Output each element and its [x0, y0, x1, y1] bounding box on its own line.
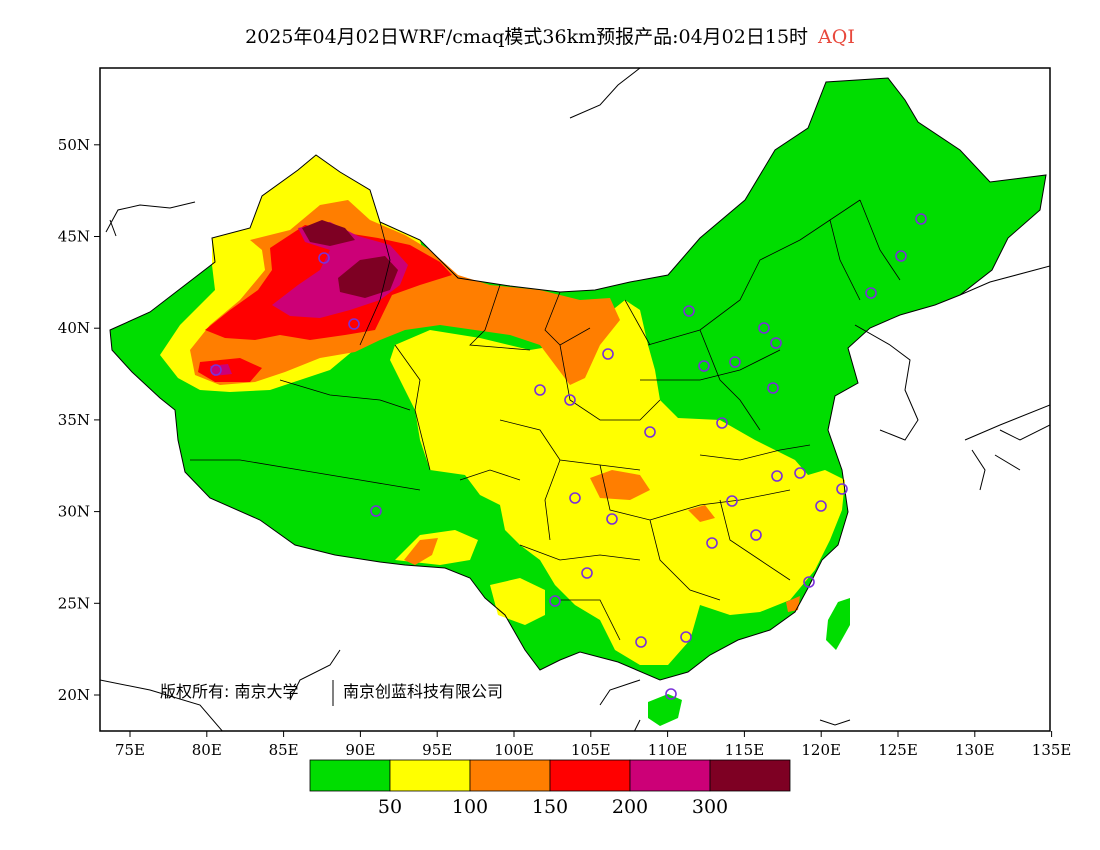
copyright-owner1: 版权所有: 南京大学 [160, 682, 298, 701]
station-marker [803, 576, 815, 588]
legend-swatch [629, 759, 711, 792]
legend-label: 200 [612, 796, 648, 818]
station-marker [865, 287, 877, 299]
station-marker [815, 500, 827, 512]
aqi-region-orange-sichuan [590, 470, 650, 500]
aqi-region-yellow-sw [490, 578, 545, 625]
title-text: 2025年04月02日WRF/cmaq模式36km预报产品:04月02日15时 [245, 26, 809, 48]
y-tick-label: 20N [58, 686, 90, 704]
monitoring-stations [210, 213, 927, 700]
china-border [109, 77, 1047, 681]
x-tick-label: 100E [494, 741, 534, 759]
copyright-owner2: 南京创蓝科技有限公司 [343, 682, 503, 701]
aqi-region-orange-tibet [404, 538, 438, 565]
station-marker [758, 322, 770, 334]
y-tick-label: 45N [58, 228, 90, 246]
x-tick-label: 80E [192, 741, 222, 759]
station-marker [534, 384, 546, 396]
aqi-region-green-hainan [648, 694, 682, 726]
aqi-region-maroon-north [302, 220, 355, 246]
station-marker [895, 250, 907, 262]
x-axis: 75E 80E 85E 90E 95E 100E 105E 110E 115E 120E 125E 1… [115, 731, 1071, 759]
x-tick-label: 75E [115, 741, 145, 759]
legend-swatch [709, 759, 791, 792]
y-tick-label: 30N [58, 503, 90, 521]
station-marker [683, 305, 695, 317]
x-tick-label: 120E [801, 741, 841, 759]
color-legend: 50 100 150 200 300 [309, 759, 791, 818]
title-variable: AQI [818, 26, 855, 48]
station-marker [635, 636, 647, 648]
x-tick-label: 85E [269, 741, 299, 759]
station-marker [729, 356, 741, 368]
station-marker [569, 492, 581, 504]
y-tick-label: 40N [58, 319, 90, 337]
aqi-region-green-taiwan [826, 598, 850, 650]
station-marker [794, 467, 806, 479]
legend-swatch [549, 759, 631, 792]
station-marker [771, 470, 783, 482]
x-tick-label: 105E [571, 741, 611, 759]
border-kazakhstan [105, 201, 196, 237]
x-tick-label: 90E [345, 741, 375, 759]
legend-swatch [309, 759, 391, 792]
x-tick-label: 125E [878, 741, 918, 759]
aqi-region-orange-fujian [786, 596, 800, 612]
y-axis: 20N 25N 30N 35N 40N 45N 50N [58, 136, 100, 704]
y-tick-label: 35N [58, 411, 90, 429]
station-marker [606, 513, 618, 525]
x-tick-label: 110E [648, 741, 688, 759]
boundary-lines [100, 68, 1050, 731]
station-marker [750, 529, 762, 541]
station-marker [706, 537, 718, 549]
y-tick-label: 25N [58, 594, 90, 612]
station-marker [318, 252, 330, 264]
x-tick-label: 95E [422, 741, 452, 759]
station-marker [348, 318, 360, 330]
border-russia [569, 68, 641, 119]
station-marker [549, 595, 561, 607]
legend-label: 50 [378, 796, 402, 818]
province-lines [190, 199, 901, 641]
station-marker [644, 426, 656, 438]
x-tick-label: 130E [955, 741, 995, 759]
legend-swatch [389, 759, 471, 792]
x-tick-label: 115E [725, 741, 765, 759]
station-marker [602, 348, 614, 360]
station-marker [680, 631, 692, 643]
aqi-region-orange-hunan [688, 505, 715, 522]
x-tick-label: 135E [1032, 741, 1072, 759]
station-marker [836, 483, 848, 495]
station-marker [581, 567, 593, 579]
station-marker [210, 364, 222, 376]
station-marker [726, 495, 738, 507]
legend-label: 150 [532, 796, 568, 818]
station-marker [665, 688, 677, 700]
station-marker [698, 360, 710, 372]
legend-swatch [469, 759, 551, 792]
legend-label: 300 [692, 796, 728, 818]
station-marker [564, 394, 576, 406]
border-japan [964, 404, 1050, 491]
map-frame [99, 67, 1051, 732]
station-marker [716, 417, 728, 429]
map-title: 2025年04月02日WRF/cmaq模式36km预报产品:04月02日15时 A… [0, 22, 1100, 49]
legend-label: 100 [452, 796, 488, 818]
map-area [100, 68, 1050, 731]
border-korea [854, 265, 1050, 441]
station-marker [370, 505, 382, 517]
station-marker [915, 213, 927, 225]
station-marker [770, 337, 782, 349]
y-tick-label: 50N [58, 136, 90, 154]
border-southeast [100, 649, 851, 731]
station-marker [767, 382, 779, 394]
